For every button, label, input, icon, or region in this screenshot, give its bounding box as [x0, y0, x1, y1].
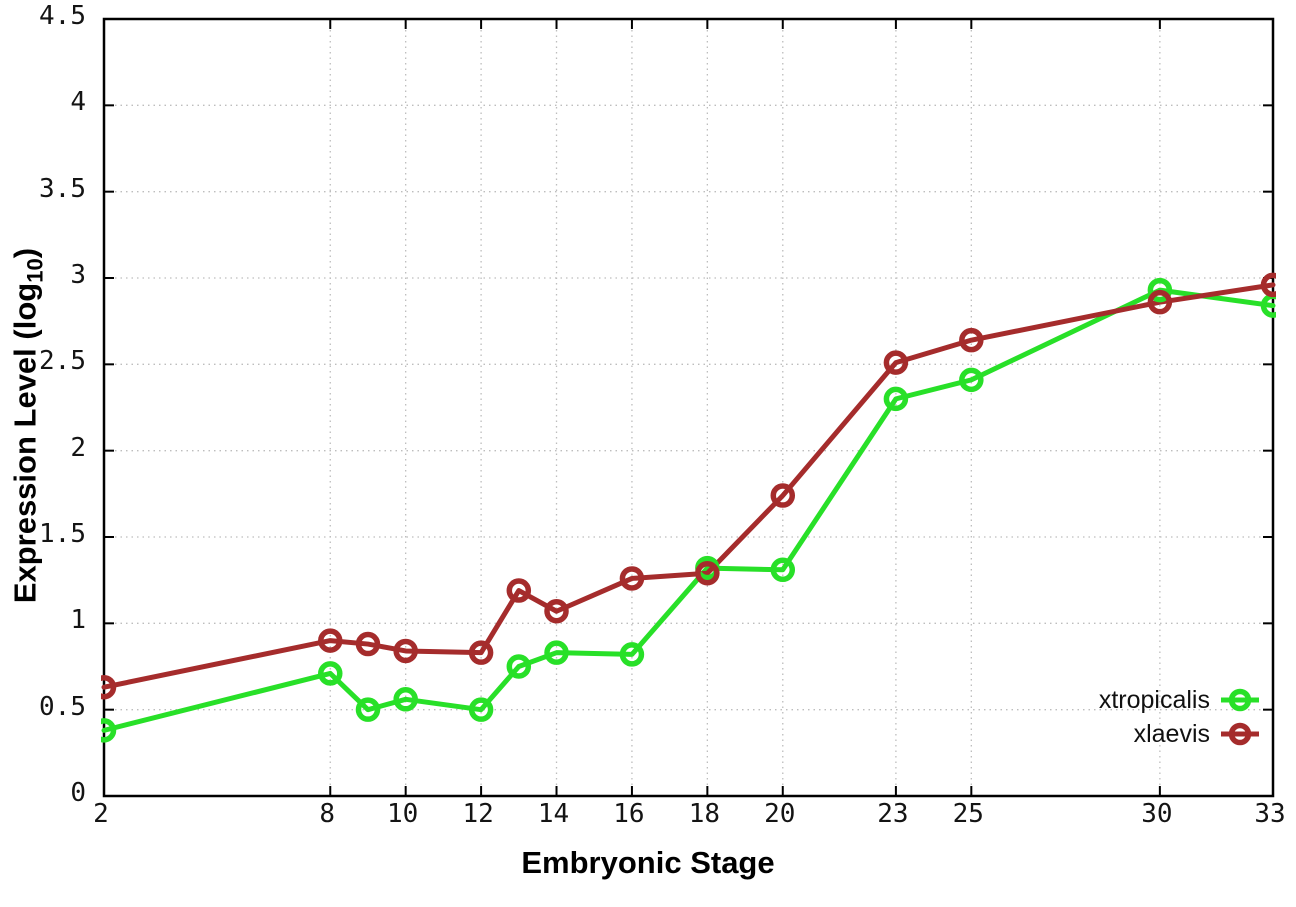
y-axis-label-close: )	[7, 247, 43, 259]
y-tick-label: 0	[70, 778, 86, 808]
x-tick-label: 14	[537, 799, 570, 829]
data-point-xtropicalis	[101, 718, 117, 743]
x-tick-label: 16	[613, 799, 645, 829]
data-point-xtropicalis	[544, 640, 569, 665]
legend-label: xtropicalis	[1098, 685, 1210, 714]
plot-border	[102, 17, 1275, 798]
y-tick-label: 4.5	[39, 1, 86, 31]
data-point-xlaevis	[1260, 272, 1276, 298]
data-point-xtropicalis	[883, 386, 909, 412]
data-point-xlaevis	[101, 674, 117, 700]
data-point-xtropicalis	[468, 697, 494, 722]
plot-canvas	[101, 17, 1276, 798]
legend-marker-xlaevis	[1221, 722, 1259, 746]
series-line-xlaevis	[101, 282, 1276, 690]
data-point-xlaevis	[355, 631, 381, 657]
data-point-xtropicalis	[393, 687, 418, 712]
x-tick-label: 10	[387, 799, 419, 829]
data-point-xtropicalis	[770, 557, 796, 583]
data-point-xlaevis	[619, 566, 645, 591]
y-axis-label-text: Expression Level (log	[7, 282, 43, 604]
data-point-xlaevis	[883, 350, 909, 375]
x-tick-label: 8	[319, 799, 336, 829]
x-tick-label: 18	[688, 799, 720, 829]
y-tick-label: 3.5	[39, 173, 86, 204]
legend-label: xlaevis	[1133, 719, 1210, 748]
data-point-xlaevis	[506, 578, 532, 603]
legend-item-xtropicalis: xtropicalis	[1099, 684, 1260, 716]
y-tick-label: 1	[70, 605, 86, 636]
plot-area	[101, 16, 1276, 798]
x-tick-label: 30	[1141, 799, 1173, 829]
data-point-xlaevis	[468, 640, 494, 665]
data-point-xtropicalis	[1147, 277, 1173, 303]
y-tick-label: 0.5	[39, 691, 86, 722]
data-point-xtropicalis	[959, 367, 984, 393]
data-point-xlaevis	[695, 561, 720, 586]
data-point-xlaevis	[544, 598, 569, 624]
x-tick-label: 23	[877, 799, 909, 829]
legend: xtropicalis xlaevis	[1099, 684, 1260, 750]
y-tick-label: 3	[70, 260, 86, 290]
y-tick-label: 4	[70, 87, 86, 118]
series-line-xtropicalis	[101, 287, 1276, 733]
y-tick-label: 2	[70, 432, 86, 463]
data-point-xtropicalis	[506, 654, 532, 679]
x-tick-label: 33	[1254, 799, 1286, 829]
y-tick-label: 1.5	[39, 519, 86, 549]
data-point-xlaevis	[770, 483, 796, 508]
legend-marker-xtropicalis	[1221, 688, 1259, 712]
x-axis-label: Embryonic Stage	[521, 845, 775, 880]
data-point-xtropicalis	[619, 642, 645, 667]
data-point-xlaevis	[393, 638, 418, 664]
y-tick-label: 2.5	[39, 346, 86, 377]
data-point-xtropicalis	[355, 697, 381, 722]
x-tick-label: 12	[462, 799, 494, 829]
data-point-xlaevis	[318, 628, 343, 653]
x-tick-label: 2	[93, 799, 109, 829]
x-tick-label: 20	[764, 799, 796, 829]
legend-item-xlaevis: xlaevis	[1099, 718, 1260, 750]
data-point-xtropicalis	[318, 661, 343, 686]
data-point-xlaevis	[959, 327, 984, 353]
x-tick-label: 25	[952, 799, 984, 829]
y-axis-label: Expression Level (log10)	[7, 146, 48, 706]
y-axis-label-subscript: 10	[22, 258, 48, 283]
data-point-xlaevis	[1147, 289, 1173, 315]
